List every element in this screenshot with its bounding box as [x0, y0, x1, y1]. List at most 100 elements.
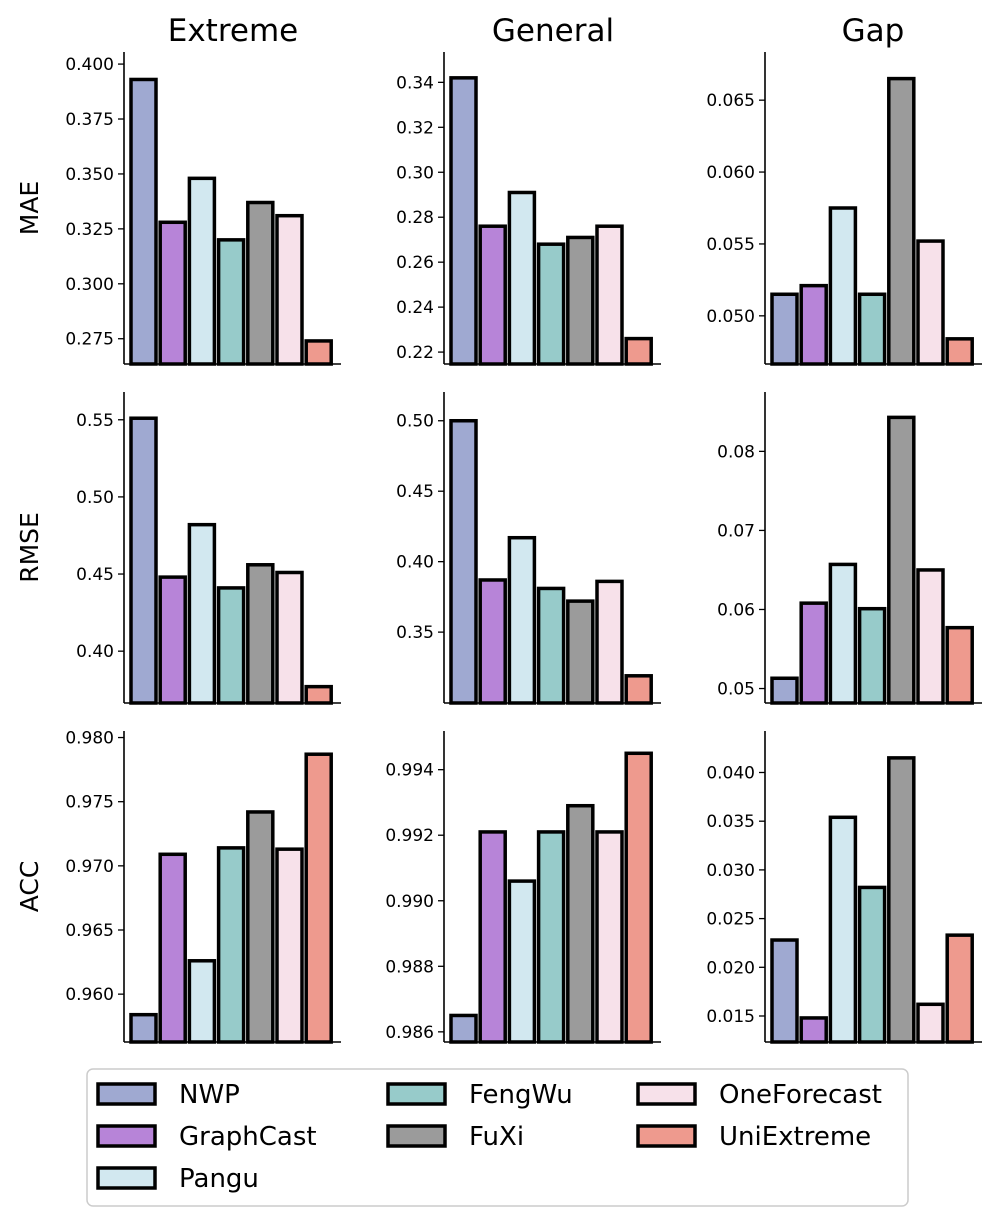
bar-acc-general-fengwu — [536, 830, 566, 1044]
bar-mae-extreme-fengwu — [216, 238, 246, 366]
bar-mae-general-oneforecast — [595, 224, 624, 366]
bar-acc-extreme-uniextreme — [304, 752, 333, 1044]
row-label-rmse: RMSE — [15, 512, 44, 583]
column-title-general: General — [492, 13, 614, 49]
ytick-label-mae-extreme-0.350: 0.350 — [65, 165, 114, 185]
bar-mae-general-fengwu — [536, 242, 566, 366]
bar-mae-extreme-oneforecast — [275, 213, 304, 366]
ytick-label-acc-gap-0.030: 0.030 — [706, 861, 755, 881]
ytick-label-acc-extreme-0.970: 0.970 — [65, 857, 114, 877]
ytick-label-rmse-extreme-0.50: 0.50 — [76, 488, 114, 508]
bar-rmse-general-graphcast — [478, 578, 507, 705]
legend-swatch-nwp — [96, 1082, 157, 1106]
ytick-label-mae-general-0.24: 0.24 — [396, 298, 434, 318]
bar-mae-gap-pangu — [828, 206, 858, 366]
bar-rmse-extreme-nwp — [129, 416, 158, 705]
bar-acc-extreme-nwp — [129, 1012, 158, 1044]
bar-acc-extreme-fuxi — [246, 810, 275, 1044]
bar-rmse-extreme-graphcast — [158, 575, 187, 705]
bar-rmse-extreme-oneforecast — [275, 570, 304, 705]
ytick-label-acc-gap-0.025: 0.025 — [706, 910, 755, 930]
ytick-label-rmse-gap-0.05: 0.05 — [717, 680, 755, 700]
bar-rmse-gap-graphcast — [799, 601, 828, 705]
ytick-label-acc-gap-0.035: 0.035 — [706, 812, 755, 832]
ytick-label-mae-general-0.28: 0.28 — [396, 208, 434, 228]
ytick-label-rmse-gap-0.06: 0.06 — [717, 600, 755, 620]
ytick-label-mae-extreme-0.400: 0.400 — [65, 55, 114, 75]
ytick-label-mae-gap-0.060: 0.060 — [706, 163, 755, 183]
bar-rmse-extreme-fengwu — [216, 586, 246, 705]
bar-rmse-general-fengwu — [536, 586, 566, 705]
bar-acc-general-nwp — [449, 1013, 478, 1044]
legend-swatch-oneforecast — [636, 1082, 697, 1106]
bar-mae-general-graphcast — [478, 224, 507, 366]
bar-acc-gap-uniextreme — [945, 933, 974, 1044]
legend-swatch-pangu — [96, 1166, 157, 1190]
ytick-label-mae-gap-0.065: 0.065 — [706, 91, 755, 111]
bar-acc-gap-fuxi — [887, 756, 916, 1044]
legend-label-oneforecast: OneForecast — [719, 1080, 882, 1110]
ytick-label-rmse-extreme-0.55: 0.55 — [76, 411, 114, 431]
legend-swatch-fengwu — [386, 1082, 447, 1106]
ytick-label-acc-general-0.990: 0.990 — [385, 892, 434, 912]
ytick-label-acc-gap-0.040: 0.040 — [706, 763, 755, 783]
bar-acc-general-pangu — [507, 879, 537, 1044]
ytick-label-acc-extreme-0.965: 0.965 — [65, 921, 114, 941]
column-title-extreme: Extreme — [168, 13, 299, 49]
bar-rmse-gap-nwp — [770, 676, 799, 705]
ytick-label-acc-gap-0.015: 0.015 — [706, 1007, 755, 1027]
legend-swatch-fuxi — [386, 1124, 447, 1148]
ytick-label-acc-general-0.988: 0.988 — [385, 957, 434, 977]
bar-mae-extreme-pangu — [187, 176, 217, 366]
bar-rmse-gap-uniextreme — [945, 625, 974, 705]
bar-acc-extreme-graphcast — [158, 852, 187, 1044]
bar-acc-gap-graphcast — [799, 1016, 828, 1044]
ytick-label-mae-extreme-0.300: 0.300 — [65, 275, 114, 295]
bar-acc-gap-fengwu — [857, 885, 887, 1044]
ytick-label-mae-extreme-0.325: 0.325 — [65, 220, 114, 240]
bar-mae-gap-uniextreme — [945, 337, 974, 366]
ytick-label-mae-general-0.32: 0.32 — [396, 118, 434, 138]
legend-label-fuxi: FuXi — [469, 1122, 524, 1152]
legend-label-graphcast: GraphCast — [179, 1122, 317, 1152]
bar-mae-extreme-nwp — [129, 77, 158, 366]
ytick-label-acc-general-0.994: 0.994 — [385, 761, 434, 781]
ytick-label-mae-general-0.34: 0.34 — [396, 73, 434, 93]
legend-label-fengwu: FengWu — [469, 1080, 573, 1110]
bar-rmse-extreme-uniextreme — [304, 684, 333, 705]
bar-mae-extreme-fuxi — [246, 200, 275, 366]
legend-label-uniextreme: UniExtreme — [719, 1122, 871, 1152]
bar-mae-general-pangu — [507, 190, 537, 366]
ytick-label-rmse-extreme-0.40: 0.40 — [76, 642, 114, 662]
ytick-label-rmse-general-0.50: 0.50 — [396, 412, 434, 432]
ytick-label-acc-general-0.992: 0.992 — [385, 826, 434, 846]
bar-mae-general-fuxi — [566, 235, 595, 366]
legend-label-nwp: NWP — [179, 1080, 240, 1110]
bar-mae-gap-graphcast — [799, 283, 828, 366]
ytick-label-mae-extreme-0.275: 0.275 — [65, 330, 114, 350]
ytick-label-rmse-general-0.35: 0.35 — [396, 623, 434, 643]
bar-mae-general-uniextreme — [624, 336, 653, 366]
legend-label-pangu: Pangu — [179, 1164, 259, 1194]
bar-acc-extreme-oneforecast — [275, 847, 304, 1044]
bar-mae-gap-oneforecast — [916, 239, 945, 366]
bar-acc-extreme-pangu — [187, 959, 217, 1044]
ytick-label-mae-general-0.30: 0.30 — [396, 163, 434, 183]
ytick-label-acc-general-0.986: 0.986 — [385, 1023, 434, 1043]
bar-mae-gap-fuxi — [887, 76, 916, 366]
bar-rmse-gap-pangu — [828, 562, 858, 705]
bar-acc-extreme-fengwu — [216, 846, 246, 1044]
bar-mae-general-nwp — [449, 76, 478, 366]
ytick-label-mae-gap-0.055: 0.055 — [706, 235, 755, 255]
ytick-label-rmse-general-0.45: 0.45 — [396, 482, 434, 502]
bar-acc-general-fuxi — [566, 803, 595, 1044]
bar-acc-general-graphcast — [478, 830, 507, 1044]
row-label-mae: MAE — [15, 181, 44, 235]
bar-acc-general-uniextreme — [624, 751, 653, 1044]
bar-rmse-gap-fuxi — [887, 415, 916, 705]
ytick-label-mae-general-0.22: 0.22 — [396, 343, 434, 363]
ytick-label-rmse-gap-0.07: 0.07 — [717, 521, 755, 541]
legend-swatch-graphcast — [96, 1124, 157, 1148]
legend-box — [86, 1068, 909, 1207]
